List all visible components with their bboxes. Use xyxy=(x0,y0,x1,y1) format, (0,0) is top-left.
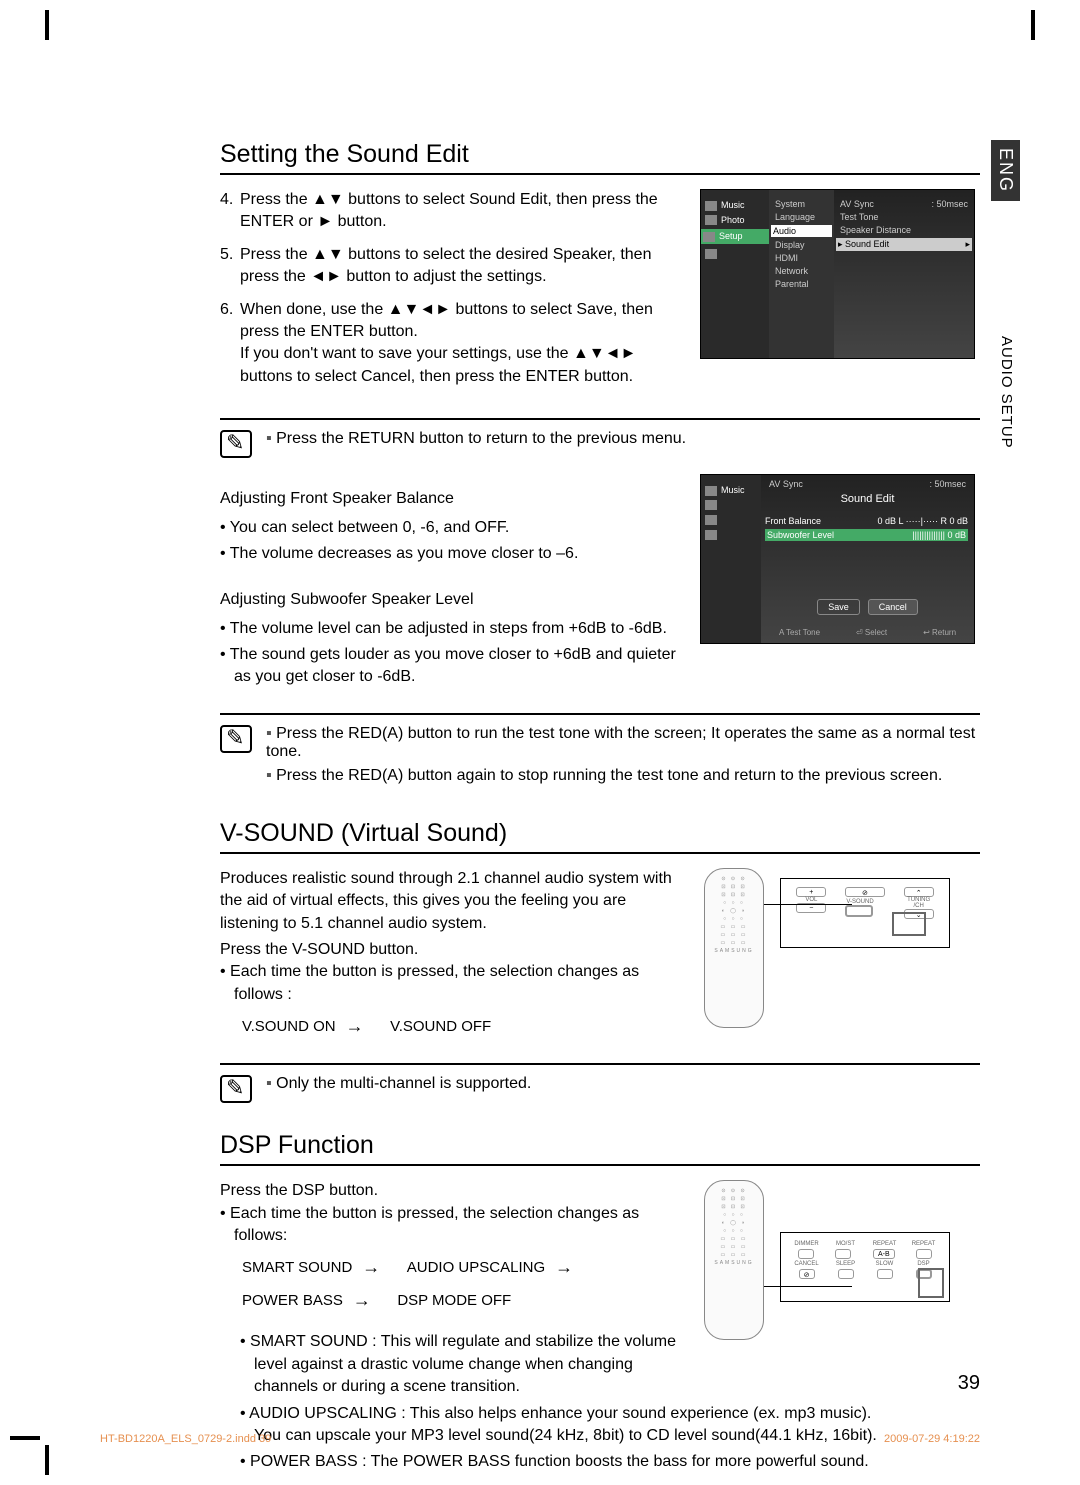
note-return: Press the RETURN button to return to the… xyxy=(220,418,980,458)
step-5: 5.Press the ▲▼ buttons to select the des… xyxy=(220,244,676,289)
bullet: Each time the button is pressed, the sel… xyxy=(220,1203,676,1248)
paragraph: Press the V-SOUND button. xyxy=(220,939,676,961)
note-red-button: Press the RED(A) button to run the test … xyxy=(220,713,980,791)
note-text: Press the RETURN button to return to the… xyxy=(266,430,980,448)
note-icon xyxy=(220,430,252,458)
language-tab: ENG xyxy=(991,140,1020,201)
page-number: 39 xyxy=(958,1372,980,1395)
section-tab: AUDIO SETUP xyxy=(998,336,1015,449)
heading-dsp: DSP Function xyxy=(220,1131,980,1166)
footer-file: HT-BD1220A_ELS_0729-2.indd 39 xyxy=(100,1433,271,1445)
note-icon xyxy=(220,725,252,753)
note-text: Press the RED(A) button again to stop ru… xyxy=(266,767,980,785)
note-text: Press the RED(A) button to run the test … xyxy=(266,725,980,761)
note-multichannel: Only the multi-channel is supported. xyxy=(220,1063,980,1103)
crop-mark xyxy=(10,1436,40,1440)
step-4: 4.Press the ▲▼ buttons to select Sound E… xyxy=(220,189,676,234)
footer-timestamp: 2009-07-29 4:19:22 xyxy=(884,1433,980,1445)
bullet: The volume level can be adjusted in step… xyxy=(220,618,676,640)
bullet: Each time the button is pressed, the sel… xyxy=(220,961,676,1006)
step-6: 6.When done, use the ▲▼◄► buttons to sel… xyxy=(220,299,676,389)
note-text: Only the multi-channel is supported. xyxy=(266,1075,980,1093)
subheading-front-balance: Adjusting Front Speaker Balance xyxy=(220,488,676,510)
bullet: SMART SOUND : This will regulate and sta… xyxy=(240,1331,676,1398)
remote-diagram-vsound: ⊙ ⊙ ⊙⊡ ⊡ ⊡⊡ ⊡ ⊡○ ○ ○◐ ◯ ◑○ ○ ○▭ ▭ ▭▭ ▭ ▭… xyxy=(700,868,960,1028)
bullet: You can select between 0, -6, and OFF. xyxy=(220,517,676,539)
subheading-subwoofer: Adjusting Subwoofer Speaker Level xyxy=(220,589,676,611)
remote-diagram-dsp: ⊙ ⊙ ⊙⊡ ⊡ ⊡⊡ ⊡ ⊡○ ○ ○◐ ◯ ◑○ ○ ○▭ ▭ ▭▭ ▭ ▭… xyxy=(700,1180,960,1340)
osd-screenshot-1: Music Photo Setup System Language Audio … xyxy=(700,189,975,359)
mode-sequence: V.SOUND ON→ V.SOUND OFF xyxy=(220,1010,676,1043)
mode-sequence: SMART SOUND→ AUDIO UPSCALING→ POWER BASS… xyxy=(220,1251,676,1317)
steps-list: 4.Press the ▲▼ buttons to select Sound E… xyxy=(220,189,676,388)
osd-screenshot-2: Music AV Sync: 50msec Sound Edit Front B… xyxy=(700,474,975,644)
bullet: The volume decreases as you move closer … xyxy=(220,543,676,565)
crop-mark xyxy=(1031,10,1035,40)
bullet: The sound gets louder as you move closer… xyxy=(220,644,676,689)
heading-vsound: V-SOUND (Virtual Sound) xyxy=(220,819,980,854)
heading-sound-edit: Setting the Sound Edit xyxy=(220,140,980,175)
crop-mark xyxy=(45,1445,49,1475)
note-icon xyxy=(220,1075,252,1103)
crop-mark xyxy=(45,10,49,40)
footer: HT-BD1220A_ELS_0729-2.indd 39 2009-07-29… xyxy=(100,1433,980,1445)
paragraph: Produces realistic sound through 2.1 cha… xyxy=(220,868,676,935)
side-tab: ENG AUDIO SETUP xyxy=(991,140,1020,449)
paragraph: Press the DSP button. xyxy=(220,1180,676,1202)
bullet: POWER BASS : The POWER BASS function boo… xyxy=(240,1451,980,1473)
